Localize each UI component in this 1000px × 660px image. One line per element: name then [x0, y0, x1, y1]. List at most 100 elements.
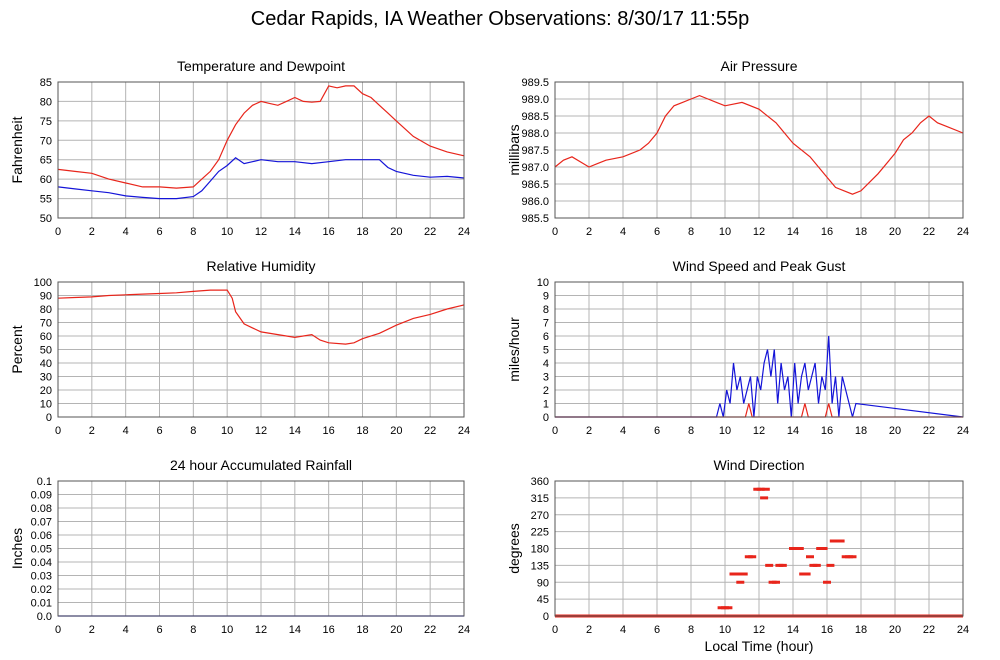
chart-title: Wind Speed and Peak Gust [673, 258, 846, 274]
y-tick-label: 10 [40, 399, 52, 411]
y-tick-label: 987.5 [521, 145, 549, 157]
x-tick-label: 24 [957, 425, 969, 437]
y-tick-label: 0.02 [31, 584, 52, 596]
x-tick-label: 8 [688, 425, 694, 437]
x-tick-label: 0 [55, 624, 61, 636]
data-point [823, 580, 831, 584]
series-line-1 [555, 403, 963, 418]
x-tick-label: 18 [855, 226, 867, 238]
data-point [806, 555, 814, 559]
data-point [724, 606, 733, 610]
y-tick-label: 180 [531, 544, 549, 556]
x-tick-label: 10 [719, 226, 731, 238]
x-tick-label: 4 [620, 226, 626, 238]
y-tick-label: 988.5 [521, 111, 549, 123]
y-tick-label: 40 [40, 358, 52, 370]
chart-title: Wind Direction [713, 457, 804, 473]
data-point [836, 539, 845, 543]
x-tick-label: 14 [289, 624, 301, 636]
plot-frame [57, 81, 465, 219]
x-tick-label: 2 [89, 425, 95, 437]
y-tick-label: 50 [40, 345, 52, 357]
y-tick-label: 988.0 [521, 128, 549, 140]
y-tick-label: 989.5 [521, 77, 549, 89]
y-tick-label: 0.0 [37, 611, 52, 623]
plot-frame [554, 81, 964, 219]
x-tick-label: 4 [123, 624, 129, 636]
x-tick-label: 16 [821, 624, 833, 636]
x-tick-label: 0 [55, 425, 61, 437]
y-tick-label: 270 [531, 510, 549, 522]
y-tick-label: 0.05 [31, 544, 52, 556]
x-tick-label: 6 [156, 226, 162, 238]
x-tick-label: 24 [957, 226, 969, 238]
x-tick-label: 2 [586, 624, 592, 636]
x-tick-label: 12 [255, 226, 267, 238]
x-tick-label: 6 [156, 624, 162, 636]
y-tick-label: 986.5 [521, 179, 549, 191]
y-tick-label: 90 [537, 577, 549, 589]
x-tick-label: 24 [458, 425, 470, 437]
y-tick-label: 90 [40, 291, 52, 303]
x-tick-label: 18 [356, 226, 368, 238]
y-tick-label: 989.0 [521, 94, 549, 106]
y-tick-label: 3 [543, 372, 549, 384]
series-line-0 [554, 94, 964, 195]
x-tick-label: 20 [889, 425, 901, 437]
y-tick-label: 45 [537, 594, 549, 606]
y-tick-label: 50 [40, 213, 52, 225]
x-tick-label: 10 [221, 425, 233, 437]
data-point [736, 580, 745, 584]
y-tick-label: 225 [531, 527, 549, 539]
x-tick-label: 18 [356, 624, 368, 636]
y-tick-label: 0 [543, 412, 549, 424]
x-tick-label: 16 [323, 226, 335, 238]
y-axis-label: miles/hour [506, 317, 522, 382]
data-point [848, 555, 857, 559]
data-point [756, 487, 765, 491]
x-tick-label: 2 [89, 226, 95, 238]
x-tick-label: 20 [889, 624, 901, 636]
data-point [812, 563, 821, 567]
y-tick-label: 70 [40, 318, 52, 330]
x-tick-label: 4 [620, 425, 626, 437]
series-line-0 [57, 289, 465, 345]
x-tick-label: 4 [620, 624, 626, 636]
x-tick-label: 20 [390, 425, 402, 437]
x-tick-label: 22 [424, 624, 436, 636]
page-title: Cedar Rapids, IA Weather Observations: 8… [250, 8, 750, 30]
x-tick-label: 16 [821, 425, 833, 437]
x-tick-label: 0 [552, 624, 558, 636]
y-tick-label: 85 [40, 77, 52, 89]
chart-title: Temperature and Dewpoint [177, 58, 345, 74]
y-tick-label: 100 [34, 277, 52, 289]
x-tick-label: 24 [458, 624, 470, 636]
y-tick-label: 0.07 [31, 517, 52, 529]
y-tick-label: 315 [531, 493, 549, 505]
y-tick-label: 5 [543, 345, 549, 357]
x-tick-label: 22 [923, 226, 935, 238]
chart-title: Relative Humidity [207, 258, 316, 274]
chart-title: 24 hour Accumulated Rainfall [170, 457, 352, 473]
x-tick-label: 16 [323, 624, 335, 636]
plot-frame [57, 480, 465, 617]
y-tick-label: 7 [543, 318, 549, 330]
x-tick-label: 14 [289, 425, 301, 437]
x-tick-label: 0 [552, 226, 558, 238]
y-tick-label: 60 [40, 331, 52, 343]
x-tick-label: 24 [957, 624, 969, 636]
y-tick-label: 360 [531, 476, 549, 488]
y-tick-label: 0.04 [31, 557, 52, 569]
data-point [765, 563, 774, 567]
x-tick-label: 12 [255, 425, 267, 437]
data-point [819, 547, 828, 550]
x-tick-label: 22 [424, 226, 436, 238]
x-tick-label: 22 [923, 624, 935, 636]
y-tick-label: 20 [40, 385, 52, 397]
y-axis-label: Inches [9, 528, 25, 569]
y-tick-label: 30 [40, 372, 52, 384]
x-tick-label: 16 [821, 226, 833, 238]
plot-frame [554, 281, 964, 418]
